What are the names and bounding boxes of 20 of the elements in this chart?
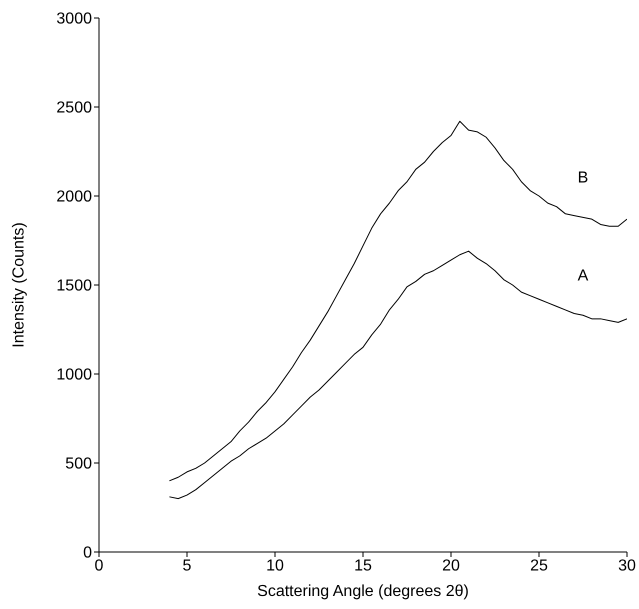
x-tick-label: 0: [94, 557, 104, 574]
x-tick-label: 20: [442, 557, 460, 574]
y-tick-label: 1000: [56, 366, 92, 384]
y-tick-label: 2000: [56, 188, 92, 206]
y-tick-label: 0: [83, 544, 92, 562]
y-tick-label: 3000: [56, 10, 92, 28]
y-tick-label: 1500: [56, 278, 92, 295]
series-label: B: [578, 169, 588, 186]
y-tick-label: 2500: [56, 100, 92, 117]
x-tick-label: 10: [266, 557, 284, 574]
series-label: A: [578, 267, 589, 284]
x-tick-label: 15: [354, 557, 372, 574]
x-axis-title: Scattering Angle (degrees 2θ): [257, 583, 469, 600]
y-axis-title: Intensity (Counts): [10, 222, 28, 348]
x-tick-label: 5: [182, 557, 192, 574]
line-series: [168, 120, 627, 482]
line-series: [168, 250, 627, 500]
x-tick-label: 25: [530, 557, 548, 574]
y-tick-label: 500: [65, 456, 92, 473]
x-tick-label: 30: [618, 557, 636, 574]
